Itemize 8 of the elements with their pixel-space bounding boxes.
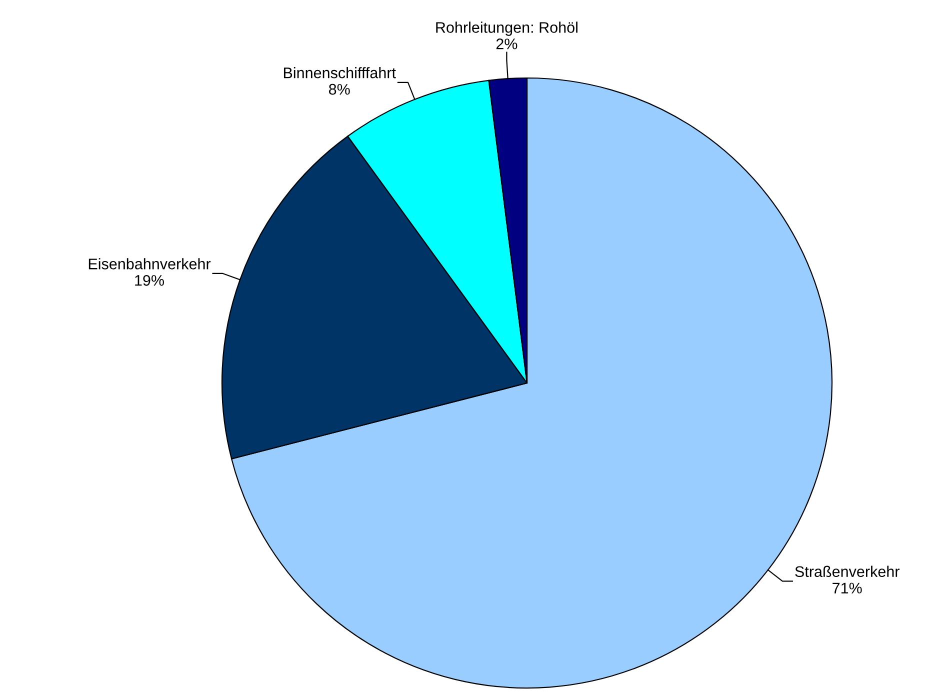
data-label: 71% [832,582,862,594]
data-label: 19% [135,274,164,286]
slice-label: Binnenschifffahrt [284,67,396,78]
slice-label: Rohrleitungen: Rohöl [436,22,578,36]
slice-label: Straßenverkehr [795,566,900,578]
data-label: 2% [496,38,518,50]
data-label: 8% [328,84,350,95]
slice-label: Eisenbahnverkehr [88,258,211,270]
